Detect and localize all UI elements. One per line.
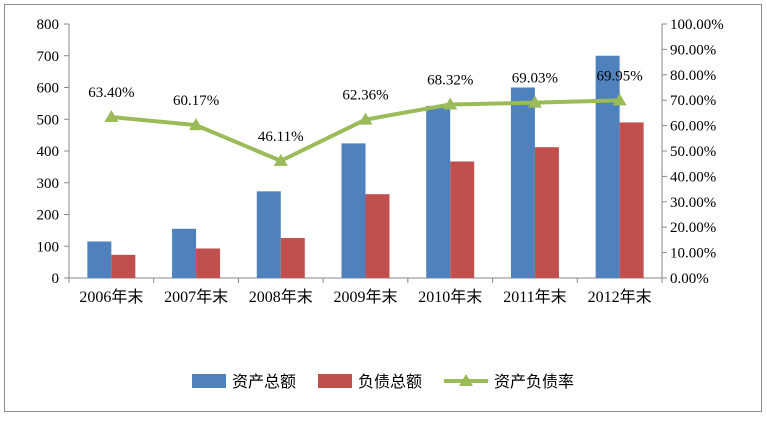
line-point-marker [527, 95, 542, 108]
left-tick-label: 700 [37, 49, 60, 65]
bar-total-assets [595, 55, 620, 278]
legend-item-debt-ratio: 资产负债率 [444, 373, 574, 391]
x-tick-label: 2007年末 [164, 288, 228, 306]
legend-label: 资产负债率 [494, 373, 574, 391]
left-tick-label: 200 [37, 208, 60, 224]
bar-total-assets [510, 87, 535, 278]
data-label: 69.95% [597, 68, 643, 84]
data-label: 63.40% [88, 85, 134, 101]
legend-swatch [318, 374, 352, 388]
right-tick-label: 30.00% [670, 195, 716, 211]
x-tick-label: 2011年末 [503, 288, 566, 306]
data-label: 69.03% [512, 71, 558, 87]
legend-item-total-liabilities: 负债总额 [318, 373, 422, 391]
x-tick-label: 2008年末 [249, 288, 313, 306]
right-tick-label: 40.00% [670, 169, 716, 185]
left-tick-label: 0 [52, 271, 60, 287]
right-tick-label: 20.00% [670, 220, 716, 236]
bar-total-assets [341, 143, 366, 278]
right-tick-label: 90.00% [670, 42, 716, 58]
x-tick-label: 2009年末 [333, 288, 397, 306]
legend-item-total-assets: 资产总额 [192, 373, 296, 391]
line-point-marker [358, 112, 373, 125]
left-tick-label: 800 [37, 17, 60, 33]
right-tick-label: 0.00% [670, 271, 709, 287]
line-point-marker [443, 97, 458, 110]
legend: 资产总额 负债总额 资产负债率 [192, 373, 574, 391]
bar-total-liabilities [365, 194, 390, 278]
bar-total-liabilities [450, 161, 475, 278]
x-tick-label: 2006年末 [79, 288, 143, 306]
bar-total-assets [256, 191, 281, 278]
data-label: 46.11% [258, 129, 304, 145]
left-tick-label: 300 [37, 176, 60, 192]
line-point-marker [612, 93, 627, 106]
bar-total-assets [87, 241, 112, 278]
right-tick-label: 100.00% [670, 17, 724, 33]
bar-total-assets [426, 105, 451, 278]
bar-total-liabilities [196, 248, 221, 278]
data-label: 62.36% [342, 88, 388, 104]
data-label: 68.32% [427, 72, 473, 88]
right-tick-label: 60.00% [670, 119, 716, 135]
line-point-marker [189, 118, 204, 131]
right-tick-label: 50.00% [670, 144, 716, 160]
left-tick-label: 500 [37, 112, 60, 128]
legend-swatch [192, 374, 226, 388]
bar-total-liabilities [619, 122, 644, 278]
left-tick-label: 400 [37, 144, 60, 160]
left-tick-label: 600 [37, 81, 60, 97]
legend-swatch-marker [459, 374, 473, 386]
plot-area: 0 100 200 300 400 500 600 700 800 0.00% 10.00% 20.0… [37, 17, 724, 306]
bar-total-liabilities [534, 147, 559, 278]
bar-total-liabilities [111, 254, 136, 278]
data-label: 60.17% [173, 93, 219, 109]
x-tick-label: 2012年末 [588, 288, 652, 306]
legend-label: 资产总额 [232, 373, 296, 391]
right-tick-label: 70.00% [670, 93, 716, 109]
right-tick-label: 10.00% [670, 246, 716, 262]
left-tick-label: 100 [37, 239, 60, 255]
x-tick-label: 2010年末 [418, 288, 482, 306]
bar-total-assets [172, 228, 197, 278]
legend-label: 负债总额 [358, 373, 422, 391]
right-tick-label: 80.00% [670, 68, 716, 84]
bar-total-liabilities [280, 237, 305, 278]
line-point-marker [104, 109, 119, 122]
line-point-marker [273, 153, 288, 166]
